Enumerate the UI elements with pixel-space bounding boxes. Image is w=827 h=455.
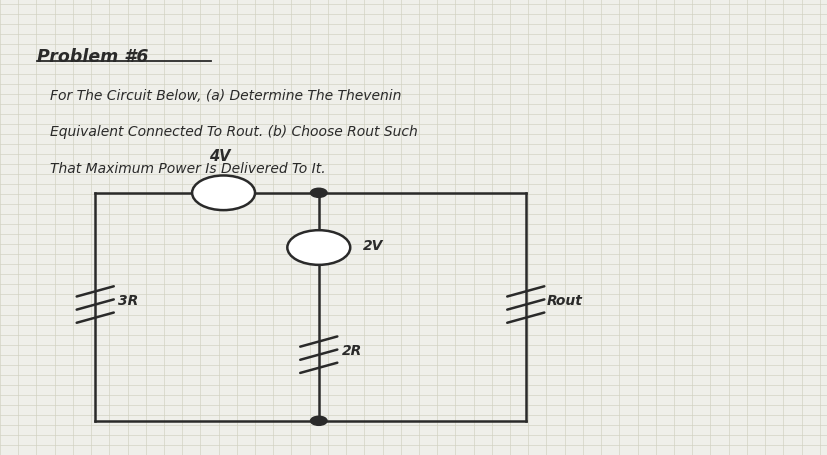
Text: 3R: 3R — [118, 293, 138, 307]
Text: 2R: 2R — [342, 344, 361, 357]
Text: 4V: 4V — [208, 149, 230, 164]
Text: −: − — [312, 247, 322, 260]
Circle shape — [192, 176, 255, 211]
Text: Problem #6: Problem #6 — [37, 48, 149, 66]
Text: +: + — [212, 181, 222, 194]
Text: That Maximum Power Is Delivered To It.: That Maximum Power Is Delivered To It. — [50, 162, 325, 176]
Text: Equivalent Connected To Rout. (b) Choose Rout Such: Equivalent Connected To Rout. (b) Choose… — [50, 125, 417, 139]
Text: Rout: Rout — [546, 293, 581, 307]
Circle shape — [310, 189, 327, 198]
Text: +: + — [312, 238, 322, 248]
Text: For The Circuit Below, (a) Determine The Thevenin: For The Circuit Below, (a) Determine The… — [50, 89, 400, 103]
Text: −: − — [225, 189, 235, 202]
Text: 2V: 2V — [362, 239, 383, 253]
Circle shape — [310, 416, 327, 425]
Circle shape — [287, 231, 350, 265]
